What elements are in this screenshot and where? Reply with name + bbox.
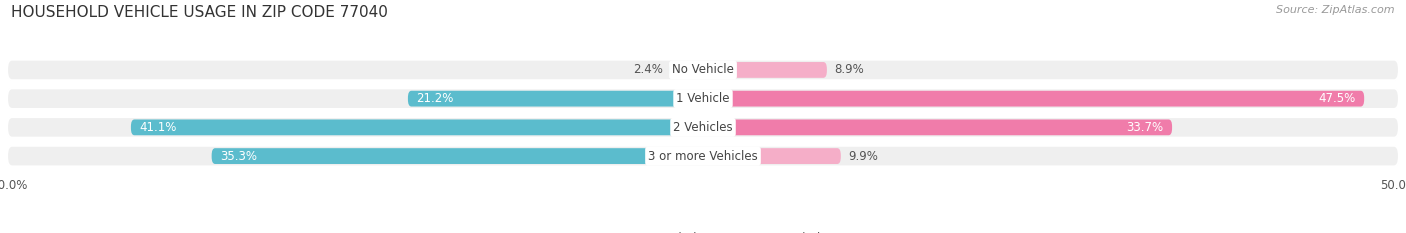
- FancyBboxPatch shape: [703, 120, 1173, 135]
- FancyBboxPatch shape: [7, 146, 1399, 166]
- Text: 1 Vehicle: 1 Vehicle: [676, 92, 730, 105]
- FancyBboxPatch shape: [669, 62, 703, 78]
- Text: 41.1%: 41.1%: [139, 121, 177, 134]
- Text: Source: ZipAtlas.com: Source: ZipAtlas.com: [1277, 5, 1395, 15]
- Text: 2.4%: 2.4%: [633, 63, 662, 76]
- FancyBboxPatch shape: [703, 62, 827, 78]
- Text: 47.5%: 47.5%: [1319, 92, 1355, 105]
- FancyBboxPatch shape: [7, 60, 1399, 80]
- FancyBboxPatch shape: [703, 148, 841, 164]
- Text: 33.7%: 33.7%: [1126, 121, 1164, 134]
- Text: HOUSEHOLD VEHICLE USAGE IN ZIP CODE 77040: HOUSEHOLD VEHICLE USAGE IN ZIP CODE 7704…: [11, 5, 388, 20]
- FancyBboxPatch shape: [408, 91, 703, 106]
- FancyBboxPatch shape: [212, 148, 703, 164]
- Text: 9.9%: 9.9%: [848, 150, 877, 163]
- Text: 21.2%: 21.2%: [416, 92, 454, 105]
- Text: No Vehicle: No Vehicle: [672, 63, 734, 76]
- FancyBboxPatch shape: [7, 88, 1399, 109]
- Legend: Owner-occupied, Renter-occupied: Owner-occupied, Renter-occupied: [585, 232, 821, 233]
- Text: 3 or more Vehicles: 3 or more Vehicles: [648, 150, 758, 163]
- Text: 35.3%: 35.3%: [219, 150, 257, 163]
- FancyBboxPatch shape: [131, 120, 703, 135]
- Text: 8.9%: 8.9%: [834, 63, 863, 76]
- FancyBboxPatch shape: [703, 91, 1364, 106]
- FancyBboxPatch shape: [7, 117, 1399, 138]
- Text: 2 Vehicles: 2 Vehicles: [673, 121, 733, 134]
